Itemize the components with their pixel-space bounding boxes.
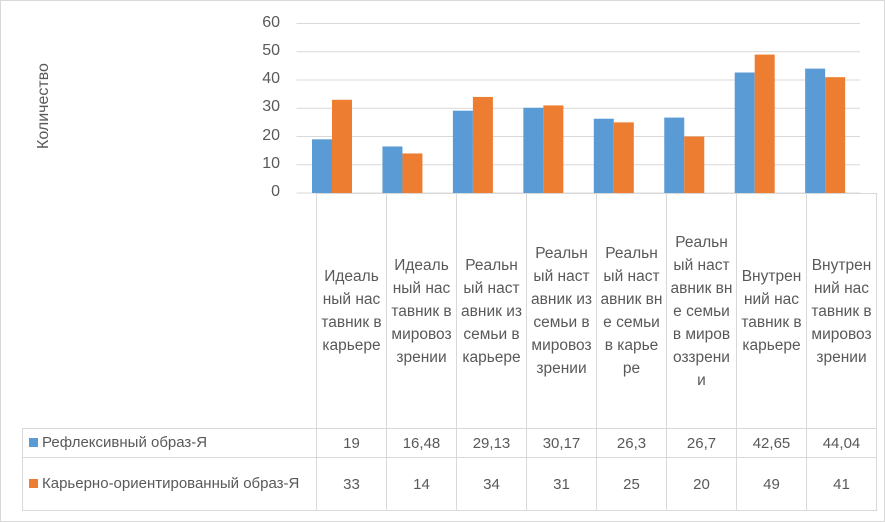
value-cell: 34 bbox=[456, 457, 527, 511]
bar-career-3 bbox=[543, 105, 564, 193]
category-label: Идеальный наставник в карьере bbox=[321, 268, 382, 354]
value-cell: 29,13 bbox=[456, 428, 527, 458]
category-cell: Внутренний наставник в мировоззрении bbox=[806, 193, 877, 429]
bar-reflexive-5 bbox=[664, 117, 685, 193]
y-tick-label: 40 bbox=[262, 70, 280, 87]
series-row: Карьерно-ориентированный образ-Я 33 14 34 3… bbox=[22, 457, 877, 511]
category-cell: Идеальный наставник в мировоззрении bbox=[386, 193, 457, 429]
category-label: Реальный наставник из семьи в мировоззре… bbox=[531, 245, 592, 377]
bar-reflexive-2 bbox=[452, 110, 473, 193]
category-label: Внутренний наставник в карьере bbox=[741, 268, 802, 354]
category-label: Реальный наставник вне семьи в карьере bbox=[600, 245, 663, 377]
bar-reflexive-0 bbox=[312, 139, 332, 193]
value-cell: 41 bbox=[806, 457, 877, 511]
bar-career-6 bbox=[754, 54, 775, 194]
y-tick-label: 10 bbox=[262, 154, 280, 172]
category-label: Реальный наставник вне семьи в мировоззр… bbox=[670, 233, 733, 389]
bar-career-2 bbox=[472, 96, 493, 193]
value-cell: 20 bbox=[666, 457, 737, 511]
value-cell: 26,7 bbox=[666, 428, 737, 458]
category-cell: Реальный наставник из семьи в карьере bbox=[456, 193, 527, 429]
legend-swatch-orange bbox=[29, 479, 38, 488]
value-cell: 30,17 bbox=[526, 428, 597, 458]
y-tick-label: 0 bbox=[271, 183, 280, 200]
category-label: Внутренний наставник в мировоззрении bbox=[811, 256, 872, 366]
y-tick-label: 20 bbox=[262, 126, 280, 144]
legend-cell: Рефлексивный образ-Я bbox=[22, 428, 317, 458]
bar-career-1 bbox=[402, 153, 423, 193]
blank-cell bbox=[22, 193, 317, 429]
legend-swatch-blue bbox=[29, 438, 38, 447]
value-cell: 26,3 bbox=[596, 428, 667, 458]
category-cell: Внутренний наставник в карьере bbox=[736, 193, 807, 429]
y-tick-label: 60 bbox=[262, 13, 280, 31]
value-cell: 33 bbox=[316, 457, 387, 511]
series-row: Рефлексивный образ-Я 19 16,48 29,13 30,17 26… bbox=[22, 428, 877, 458]
value-cell: 19 bbox=[316, 428, 387, 458]
category-label: Идеальный наставник в мировоззрении bbox=[391, 256, 452, 366]
value-cell: 16,48 bbox=[386, 428, 457, 458]
value-cell: 31 bbox=[526, 457, 597, 511]
bar-reflexive-1 bbox=[382, 146, 403, 193]
bar-reflexive-4 bbox=[593, 118, 614, 193]
value-cell: 14 bbox=[386, 457, 457, 511]
bar-career-7 bbox=[825, 77, 846, 193]
category-cell: Реальный наставник вне семьи в карьере bbox=[596, 193, 667, 429]
y-tick-label: 30 bbox=[262, 98, 280, 116]
legend-cell: Карьерно-ориентированный образ-Я bbox=[22, 457, 317, 511]
y-tick-label: 50 bbox=[262, 41, 280, 59]
bar-career-4 bbox=[613, 122, 634, 193]
value-cell: 25 bbox=[596, 457, 667, 511]
legend-label: Рефлексивный образ-Я bbox=[42, 434, 208, 451]
data-table: Идеальный наставник в карьере Идеальный н… bbox=[22, 193, 877, 511]
value-cell: 49 bbox=[736, 457, 807, 511]
category-cell: Идеальный наставник в карьере bbox=[316, 193, 387, 429]
value-cell: 42,65 bbox=[736, 428, 807, 458]
category-row: Идеальный наставник в карьере Идеальный н… bbox=[22, 193, 877, 429]
legend-label: Карьерно-ориентированный образ-Я bbox=[42, 475, 300, 492]
bar-reflexive-6 bbox=[734, 72, 755, 193]
bar-career-0 bbox=[332, 99, 352, 193]
bar-career-5 bbox=[684, 136, 705, 193]
bar-reflexive-7 bbox=[805, 68, 826, 193]
category-cell: Реальный наставник из семьи в мировоззре… bbox=[526, 193, 597, 429]
value-cell: 44,04 bbox=[806, 428, 877, 458]
category-cell: Реальный наставник вне семьи в мировоззр… bbox=[666, 193, 737, 429]
bar-reflexive-3 bbox=[523, 107, 544, 193]
category-label: Реальный наставник из семьи в карьере bbox=[461, 256, 522, 366]
